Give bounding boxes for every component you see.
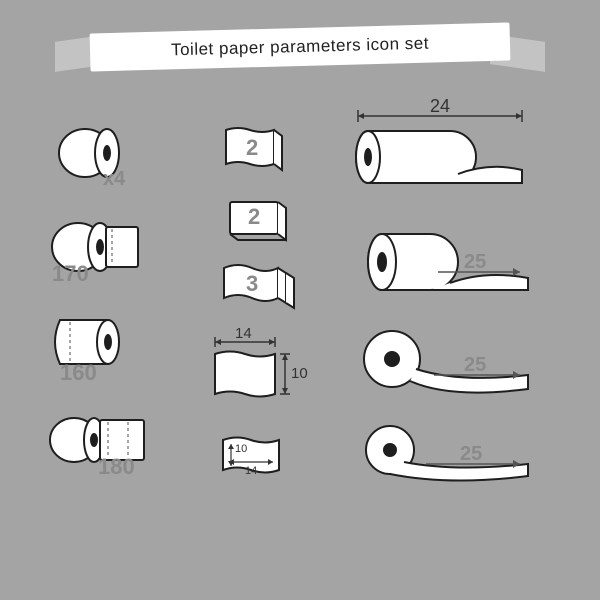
dim-w-14b: 14 [245,465,257,477]
label-24: 24 [430,96,450,116]
label-ply2a: 2 [246,135,258,160]
dim-h-10b: 10 [235,443,247,455]
label-160: 160 [60,360,97,385]
title-banner: Toilet paper parameters icon set [90,28,510,66]
icon-ply-2b: 2 [220,190,300,245]
label-170: 170 [52,261,89,286]
icon-roll-length-25b: 25 [360,325,560,405]
label-x4: x4 [103,168,126,190]
dim-w-14a: 14 [235,325,252,342]
icon-sheets-170: 170 [40,215,160,285]
label-ply3: 3 [246,271,258,296]
icon-roll-length-25a: 25 [360,228,560,303]
icon-roll-width-24: 24 [350,102,560,202]
icon-ply-2a: 2 [220,122,300,177]
icon-sheets-160: 160 [40,310,160,380]
label-ply2b: 2 [248,204,260,229]
icon-sheet-dim-small: 10 14 [215,430,315,490]
icon-ply-3: 3 [218,258,308,316]
icon-sheet-dim-large: 14 10 [205,332,325,422]
label-180: 180 [98,454,135,479]
banner-body: Toilet paper parameters icon set [90,23,511,72]
label-25a: 25 [464,251,486,273]
icon-rolls-x4: x4 [55,125,145,185]
dim-h-10a: 10 [291,365,308,382]
title-text: Toilet paper parameters icon set [171,34,429,61]
label-25b: 25 [464,354,486,376]
icon-sheets-180: 180 [40,410,180,480]
label-25c: 25 [460,443,482,465]
icon-roll-length-25c: 25 [360,420,560,500]
icon-grid: x4 170 160 180 [40,110,580,580]
